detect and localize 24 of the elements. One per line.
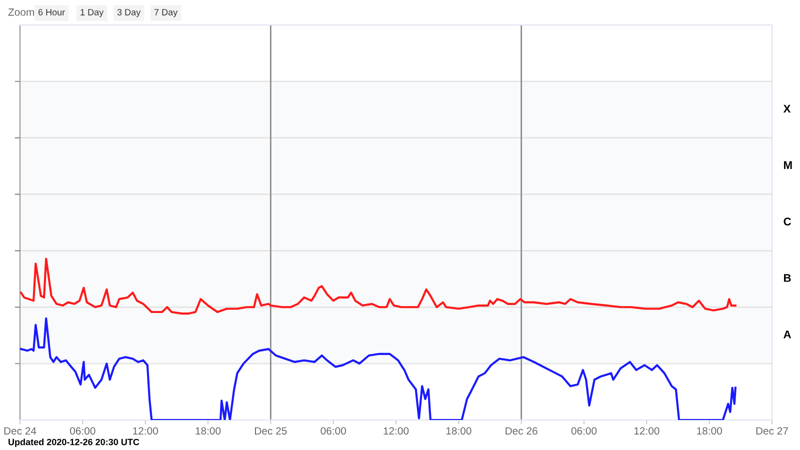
- x-tick-label: Dec 25: [255, 427, 287, 435]
- band-label: X: [783, 104, 791, 113]
- x-tick-label: Dec 27: [756, 427, 788, 435]
- text: 7 Day: [154, 9, 178, 18]
- x-tick-label: 18:00: [446, 427, 472, 435]
- band-label: B: [784, 274, 791, 282]
- x-tick-label: Dec 24: [4, 427, 36, 435]
- x-tick-label: 12:00: [384, 427, 409, 435]
- x-tick-label: 06:00: [320, 427, 346, 435]
- x-tick-label: Dec 26: [506, 427, 538, 435]
- x-tick-label: 18:00: [697, 427, 722, 435]
- x-tick-label: 18:00: [196, 427, 221, 435]
- text: Zoom: [8, 8, 34, 16]
- band-label: M: [784, 161, 792, 169]
- x-tick-label: 06:00: [70, 427, 96, 435]
- band-label: C: [784, 218, 791, 226]
- x-tick-label: 12:00: [133, 427, 158, 435]
- x-tick-label: 12:00: [634, 427, 660, 435]
- band-label: A: [784, 330, 792, 338]
- text: 6 Hour: [38, 9, 65, 16]
- x-tick-label: 06:00: [571, 427, 597, 435]
- text: 3 Day: [117, 9, 141, 18]
- text: Updated 2020-12-26 20:30 UTC: [8, 438, 140, 447]
- text: 1 Day: [80, 9, 104, 18]
